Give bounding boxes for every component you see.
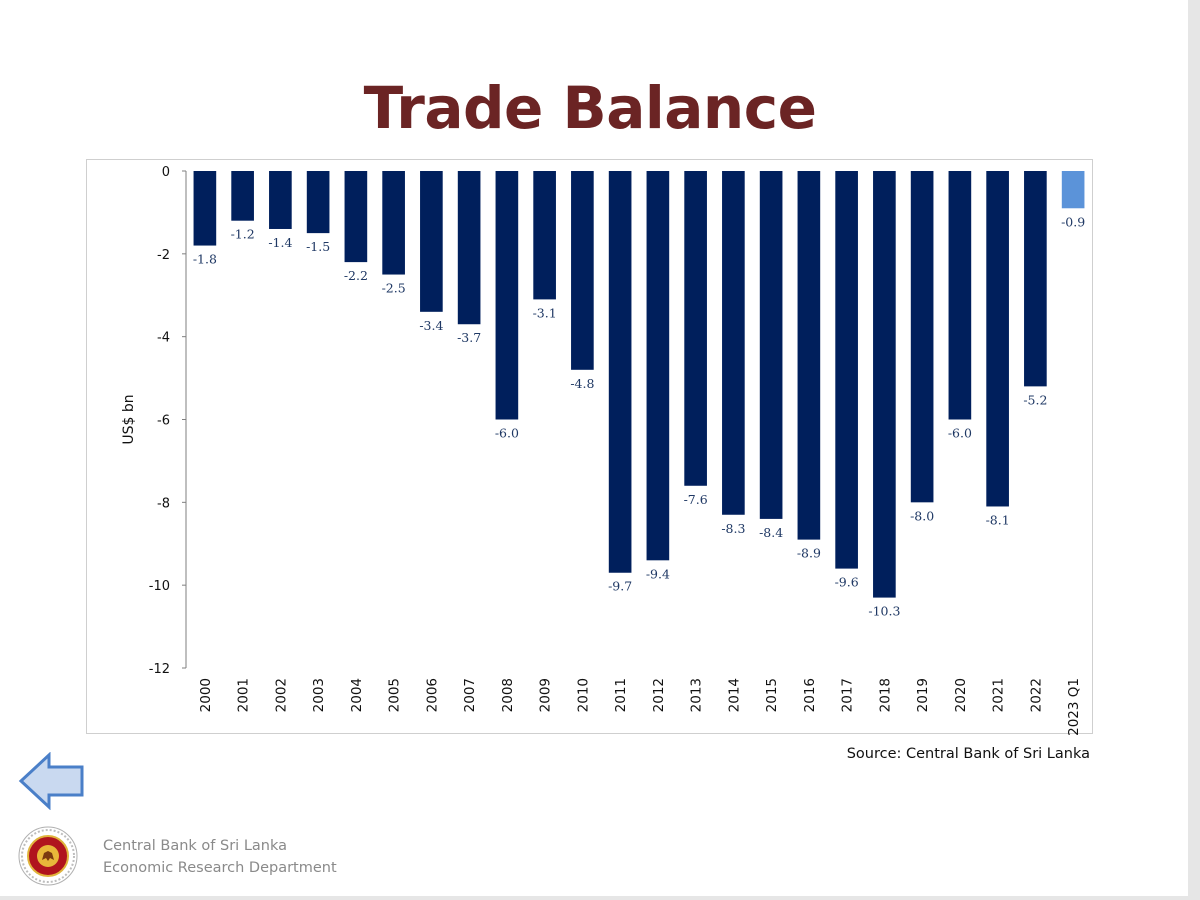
y-tick-label: -12 xyxy=(149,662,170,677)
bar xyxy=(193,171,217,246)
central-bank-seal-icon xyxy=(18,826,78,886)
data-label: -1.4 xyxy=(268,235,292,250)
y-tick-label: -2 xyxy=(157,248,170,263)
bar xyxy=(1061,171,1085,209)
x-tick-label: 2000 xyxy=(198,678,214,712)
x-tick-label: 2016 xyxy=(802,678,818,712)
x-tick-label: 2009 xyxy=(538,678,554,712)
bar xyxy=(571,171,594,370)
bar xyxy=(797,171,821,540)
data-label: -3.4 xyxy=(419,318,443,333)
x-tick-label: 2010 xyxy=(575,678,591,712)
footer-line-1: Central Bank of Sri Lanka xyxy=(103,838,288,854)
data-label: -1.8 xyxy=(193,252,217,267)
window-edge xyxy=(1188,0,1200,900)
bar xyxy=(835,171,858,569)
bar xyxy=(306,171,330,234)
x-tick-label: 2013 xyxy=(689,678,705,712)
x-tick-label: 2008 xyxy=(500,678,516,712)
bar xyxy=(608,171,632,573)
x-tick-label: 2012 xyxy=(651,678,667,712)
data-label: -1.5 xyxy=(306,239,330,254)
x-tick-label: 2022 xyxy=(1028,678,1044,712)
x-tick-label: 2004 xyxy=(349,678,365,712)
y-tick-label: -10 xyxy=(149,579,170,594)
data-label: -2.2 xyxy=(344,268,368,283)
data-label: -0.9 xyxy=(1061,214,1085,229)
bar xyxy=(722,171,745,515)
slide-bottom-edge xyxy=(0,896,1188,900)
bar xyxy=(533,171,556,300)
x-tick-label: 2005 xyxy=(387,678,403,712)
data-label: -8.4 xyxy=(759,525,783,540)
x-tick-label: 2021 xyxy=(991,678,1007,712)
y-tick-label: -4 xyxy=(157,331,170,346)
data-label: -1.2 xyxy=(231,227,255,242)
x-tick-label: 2015 xyxy=(764,678,780,712)
bar xyxy=(684,171,707,486)
bar xyxy=(269,171,292,229)
bar xyxy=(457,171,481,325)
x-tick-label: 2001 xyxy=(236,678,252,712)
bar xyxy=(646,171,670,561)
bar xyxy=(495,171,519,420)
bar xyxy=(910,171,934,503)
data-label: -9.4 xyxy=(646,566,670,581)
data-label: -7.6 xyxy=(684,492,708,507)
y-tick-label: 0 xyxy=(162,165,170,180)
data-label: -9.6 xyxy=(835,575,859,590)
page-title: Trade Balance xyxy=(363,74,817,142)
bar xyxy=(948,171,972,420)
arrow-left-icon xyxy=(18,751,84,811)
x-tick-label: 2007 xyxy=(462,678,478,712)
x-tick-label: 2002 xyxy=(273,678,289,712)
bar xyxy=(420,171,443,312)
data-label: -6.0 xyxy=(495,426,519,441)
x-tick-label: 2006 xyxy=(424,678,440,712)
data-label: -5.2 xyxy=(1023,392,1047,407)
data-label: -10.3 xyxy=(868,604,900,619)
back-button[interactable] xyxy=(18,751,86,811)
data-label: -8.3 xyxy=(721,521,745,536)
chart-frame xyxy=(86,159,1093,734)
data-label: -4.8 xyxy=(570,376,594,391)
y-tick-label: -6 xyxy=(157,414,170,429)
y-axis-title: US$ bn xyxy=(121,394,137,444)
x-tick-label: 2014 xyxy=(726,678,742,712)
footer-line-2: Economic Research Department xyxy=(103,859,337,876)
x-tick-label: 2019 xyxy=(915,678,931,712)
footer-text: Central Bank of Sri Lanka Economic Resea… xyxy=(103,836,337,879)
y-tick-label: -8 xyxy=(157,496,170,511)
x-tick-label: 2020 xyxy=(953,678,969,712)
x-tick-label: 2003 xyxy=(311,678,327,712)
bar xyxy=(1024,171,1047,387)
bar xyxy=(986,171,1009,507)
bar xyxy=(382,171,405,275)
data-label: -3.7 xyxy=(457,330,481,345)
bar xyxy=(873,171,896,598)
bar xyxy=(231,171,254,221)
bar xyxy=(759,171,783,519)
data-label: -2.5 xyxy=(382,281,406,296)
x-tick-label: 2023 Q1 xyxy=(1066,678,1082,736)
data-label: -3.1 xyxy=(533,305,557,320)
x-tick-label: 2018 xyxy=(877,678,893,712)
data-label: -9.7 xyxy=(608,579,632,594)
source-note: Source: Central Bank of Sri Lanka xyxy=(846,746,1090,762)
x-tick-label: 2011 xyxy=(613,678,629,712)
bar xyxy=(344,171,368,263)
data-label: -6.0 xyxy=(948,426,972,441)
data-label: -8.1 xyxy=(986,512,1010,527)
data-label: -8.9 xyxy=(797,546,821,561)
x-tick-label: 2017 xyxy=(840,678,856,712)
data-label: -8.0 xyxy=(910,508,934,523)
